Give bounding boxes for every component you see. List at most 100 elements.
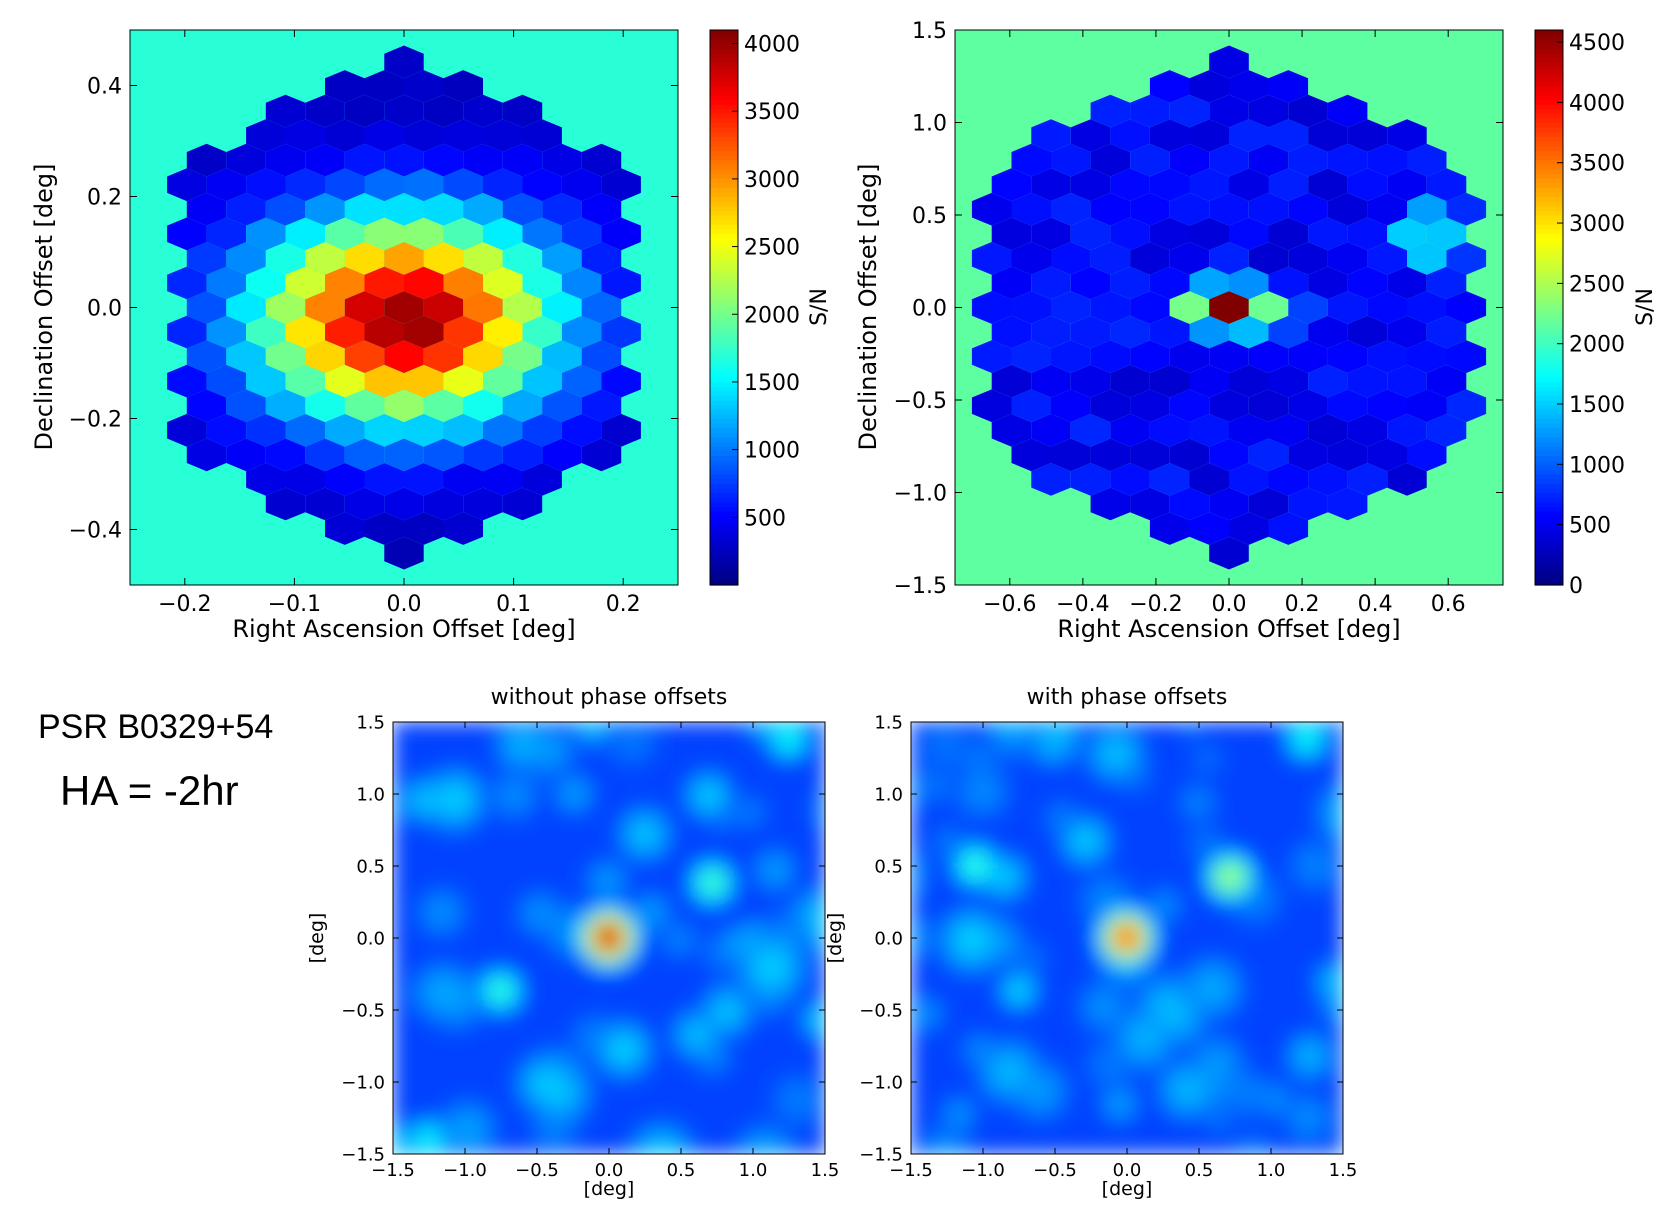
beam-pixel — [514, 1117, 524, 1126]
beam-pixel — [630, 908, 639, 917]
beam-pixel — [759, 908, 768, 917]
beam-pixel — [788, 987, 797, 997]
colorbar-tick-label: 3000 — [744, 168, 800, 193]
beam-pixel — [435, 923, 444, 932]
beam-pixel — [558, 807, 567, 817]
beam-pixel — [399, 815, 408, 824]
beam-pixel — [622, 1139, 632, 1148]
beam-pixel — [795, 1009, 804, 1018]
beam-pixel — [414, 1124, 423, 1133]
beam-pixel — [428, 915, 437, 925]
beam-pixel — [507, 1038, 516, 1047]
beam-pixel — [565, 1139, 574, 1148]
beam-pixel — [932, 995, 941, 1004]
beam-pixel — [781, 1110, 790, 1119]
beam-pixel — [457, 1067, 466, 1076]
hexbin-cell — [581, 340, 622, 373]
beam-pixel — [558, 1016, 567, 1025]
beam-pixel — [953, 944, 962, 953]
hexbin-cell — [443, 70, 483, 103]
beam-pixel — [924, 995, 934, 1004]
beam-pixel — [795, 980, 804, 989]
colorbar-segment — [1535, 215, 1563, 221]
beam-pixel — [774, 1059, 783, 1069]
beam-pixel — [507, 771, 516, 781]
beam-pixel — [788, 1002, 797, 1011]
beam-pixel — [435, 779, 444, 788]
colorbar-segment — [1535, 400, 1563, 406]
beam-pixel — [500, 815, 509, 824]
beam-pixel — [529, 930, 538, 939]
beam-pixel — [529, 966, 538, 975]
beam-pixel — [579, 829, 588, 838]
beam-pixel — [471, 995, 480, 1004]
beam-pixel — [622, 1038, 632, 1047]
beam-pixel — [428, 722, 437, 730]
hexbin-cell — [1090, 340, 1131, 373]
beam-pixel — [558, 750, 567, 759]
beam-pixel — [795, 1110, 804, 1119]
beam-pixel — [464, 815, 473, 824]
beam-pixel — [637, 959, 646, 968]
beam-pixel — [666, 771, 675, 781]
beam-pixel — [514, 1052, 524, 1061]
beam-pixel — [658, 771, 668, 781]
beam-pixel — [932, 764, 941, 773]
beam-pixel — [788, 995, 797, 1004]
beam-pixel — [738, 757, 747, 766]
beam-pixel — [666, 786, 675, 795]
beam-pixel — [673, 829, 682, 838]
beam-pixel — [608, 764, 617, 773]
beam-pixel — [795, 894, 804, 903]
beam-pixel — [781, 901, 790, 910]
colorbar-segment — [1535, 30, 1563, 36]
beam-pixel — [730, 1045, 740, 1054]
beam-pixel — [594, 973, 603, 982]
beam-pixel — [471, 1146, 480, 1154]
beam-pixel — [730, 908, 740, 917]
hexbin-cell — [1268, 315, 1309, 349]
beam-pixel — [486, 786, 495, 795]
beam-pixel — [471, 915, 480, 925]
beam-pixel — [622, 923, 632, 932]
beam-pixel — [745, 815, 754, 824]
beam-pixel — [788, 1124, 797, 1133]
beam-pixel — [658, 1117, 668, 1126]
beam-pixel — [428, 1146, 437, 1154]
title-d: with phase offsets — [1027, 685, 1228, 710]
beam-pixel — [393, 858, 401, 867]
colorbar-segment — [1535, 548, 1563, 554]
beam-pixel — [745, 959, 754, 968]
beam-pixel — [730, 1023, 740, 1033]
beam-pixel — [709, 865, 718, 874]
beam-pixel — [594, 858, 603, 867]
beam-pixel — [586, 908, 596, 917]
beam-pixel — [579, 1081, 588, 1090]
beam-pixel — [687, 757, 696, 766]
beam-pixel — [543, 793, 552, 802]
beam-pixel — [911, 1124, 919, 1133]
beam-pixel — [464, 1067, 473, 1076]
beam-pixel — [673, 1002, 682, 1011]
beam-pixel — [939, 1103, 948, 1112]
beam-pixel — [630, 995, 639, 1004]
beam-pixel — [558, 1110, 567, 1119]
beam-pixel — [795, 1031, 804, 1040]
beam-pixel — [932, 915, 941, 925]
beam-pixel — [478, 771, 488, 781]
beam-pixel — [406, 887, 416, 896]
beam-pixel — [766, 829, 776, 838]
beam-pixel — [622, 1095, 632, 1105]
beam-pixel — [406, 1016, 416, 1025]
beam-pixel — [450, 1095, 459, 1105]
colorbar-segment — [710, 552, 738, 558]
beam-pixel — [486, 858, 495, 867]
beam-pixel — [630, 815, 639, 824]
beam-pixel — [608, 959, 617, 968]
beam-pixel — [522, 757, 531, 766]
hexbin-cell — [561, 266, 602, 300]
colorbar-segment — [1535, 154, 1563, 161]
beam-pixel — [406, 1031, 416, 1040]
beam-pixel — [702, 858, 711, 867]
beam-pixel — [393, 728, 401, 737]
